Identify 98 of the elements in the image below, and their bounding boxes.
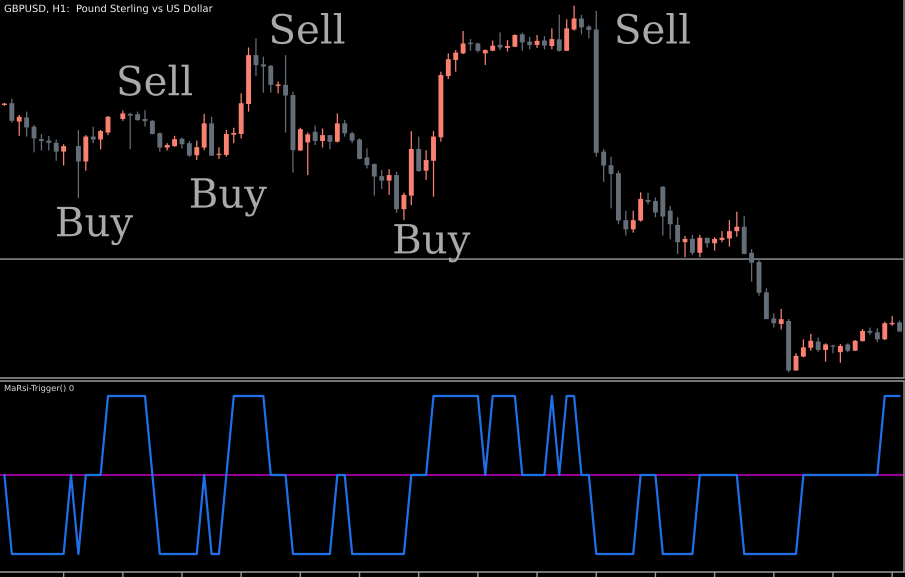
candlestick: [586, 24, 592, 39]
candlestick: [106, 115, 110, 136]
candlestick: [512, 34, 518, 48]
candlestick: [646, 192, 650, 206]
candlestick: [675, 216, 680, 255]
candlestick: [564, 18, 570, 52]
candlestick: [357, 138, 362, 160]
candlestick: [475, 42, 480, 54]
candlestick: [90, 126, 96, 144]
candlestick: [98, 129, 104, 150]
candlestick: [61, 144, 66, 166]
annotation: Sell: [119, 64, 192, 96]
candlestick: [180, 137, 184, 150]
candlestick: [334, 112, 340, 144]
candlestick: [874, 328, 880, 343]
candlestick: [623, 210, 628, 236]
annotation: Buy: [394, 224, 470, 262]
candlestick: [379, 169, 384, 190]
candlestick: [38, 133, 44, 152]
candlestick: [9, 98, 14, 124]
candlestick: [749, 248, 754, 282]
candlestick: [150, 119, 155, 135]
candlestick: [254, 38, 258, 77]
candlestick: [142, 110, 148, 128]
candlestick: [305, 132, 310, 176]
candlestick: [157, 132, 162, 152]
candlestick: [482, 48, 488, 66]
candlestick: [542, 35, 547, 50]
candlestick: [682, 235, 688, 258]
annotation: Buy: [57, 206, 133, 246]
candlestick: [720, 230, 724, 243]
candlestick: [505, 40, 510, 52]
candlestick: [794, 352, 798, 372]
candlestick: [816, 336, 821, 352]
candlestick: [283, 54, 288, 134]
candlestick: [424, 150, 429, 180]
candlestick: [260, 56, 266, 94]
candlestick: [527, 36, 532, 50]
candlestick: [808, 333, 814, 352]
candlestick: [498, 32, 503, 51]
candlestick: [468, 38, 473, 52]
candlestick: [460, 30, 466, 55]
candlestick: [608, 156, 614, 210]
candlestick: [350, 131, 355, 144]
candlestick: [630, 210, 636, 234]
candlestick: [320, 128, 325, 148]
candlestick: [800, 338, 806, 358]
candlestick: [46, 135, 52, 152]
candlestick: [652, 196, 658, 218]
candlestick: [638, 192, 644, 222]
annotation: Sell: [617, 12, 690, 44]
candlestick: [697, 234, 702, 258]
candlestick: [224, 129, 229, 158]
candlestick: [24, 111, 30, 138]
candlestick: [76, 129, 81, 199]
candlestick: [882, 321, 888, 341]
candlestick: [556, 14, 562, 52]
candlestick: [823, 342, 828, 362]
candlestick: [726, 220, 732, 248]
candlestick: [416, 136, 422, 172]
candlestick: [135, 111, 140, 122]
candlestick: [579, 14, 584, 35]
candlestick: [172, 135, 178, 148]
candlestick: [668, 205, 673, 240]
candlestick: [312, 124, 318, 146]
candlestick: [601, 148, 606, 182]
candlestick: [890, 315, 895, 326]
candlestick: [446, 52, 451, 80]
candlestick: [712, 236, 718, 252]
candlestick: [186, 140, 192, 158]
candlestick: [778, 308, 784, 330]
candlestick: [734, 211, 740, 238]
candlestick: [690, 234, 695, 256]
candlestick: [276, 80, 281, 94]
candlestick: [852, 339, 858, 352]
candlestick: [572, 5, 577, 32]
annotation: Buy: [190, 178, 267, 217]
candlestick: [549, 28, 554, 50]
candlestick: [860, 328, 866, 342]
candlestick: [298, 127, 303, 152]
chart-title: MaRsi-Trigger() 0: [4, 384, 74, 393]
candlestick: [342, 119, 348, 138]
candlestick: [372, 162, 377, 196]
candlestick: [364, 148, 370, 170]
candlestick: [32, 124, 36, 153]
candlestick: [268, 64, 274, 94]
candlestick: [401, 192, 406, 221]
candlestick: [327, 134, 332, 150]
candlestick: [194, 140, 200, 161]
candlestick: [216, 146, 222, 160]
candlestick: [120, 110, 126, 122]
chart-title: GBPUSD, H1: Pound Sterling vs US Dollar: [4, 4, 213, 14]
candlestick: [838, 343, 843, 364]
candlestick: [453, 49, 458, 72]
annotation: Sell: [272, 12, 344, 44]
candlestick: [534, 34, 540, 48]
candlestick: [386, 168, 392, 196]
candlestick: [520, 32, 525, 52]
